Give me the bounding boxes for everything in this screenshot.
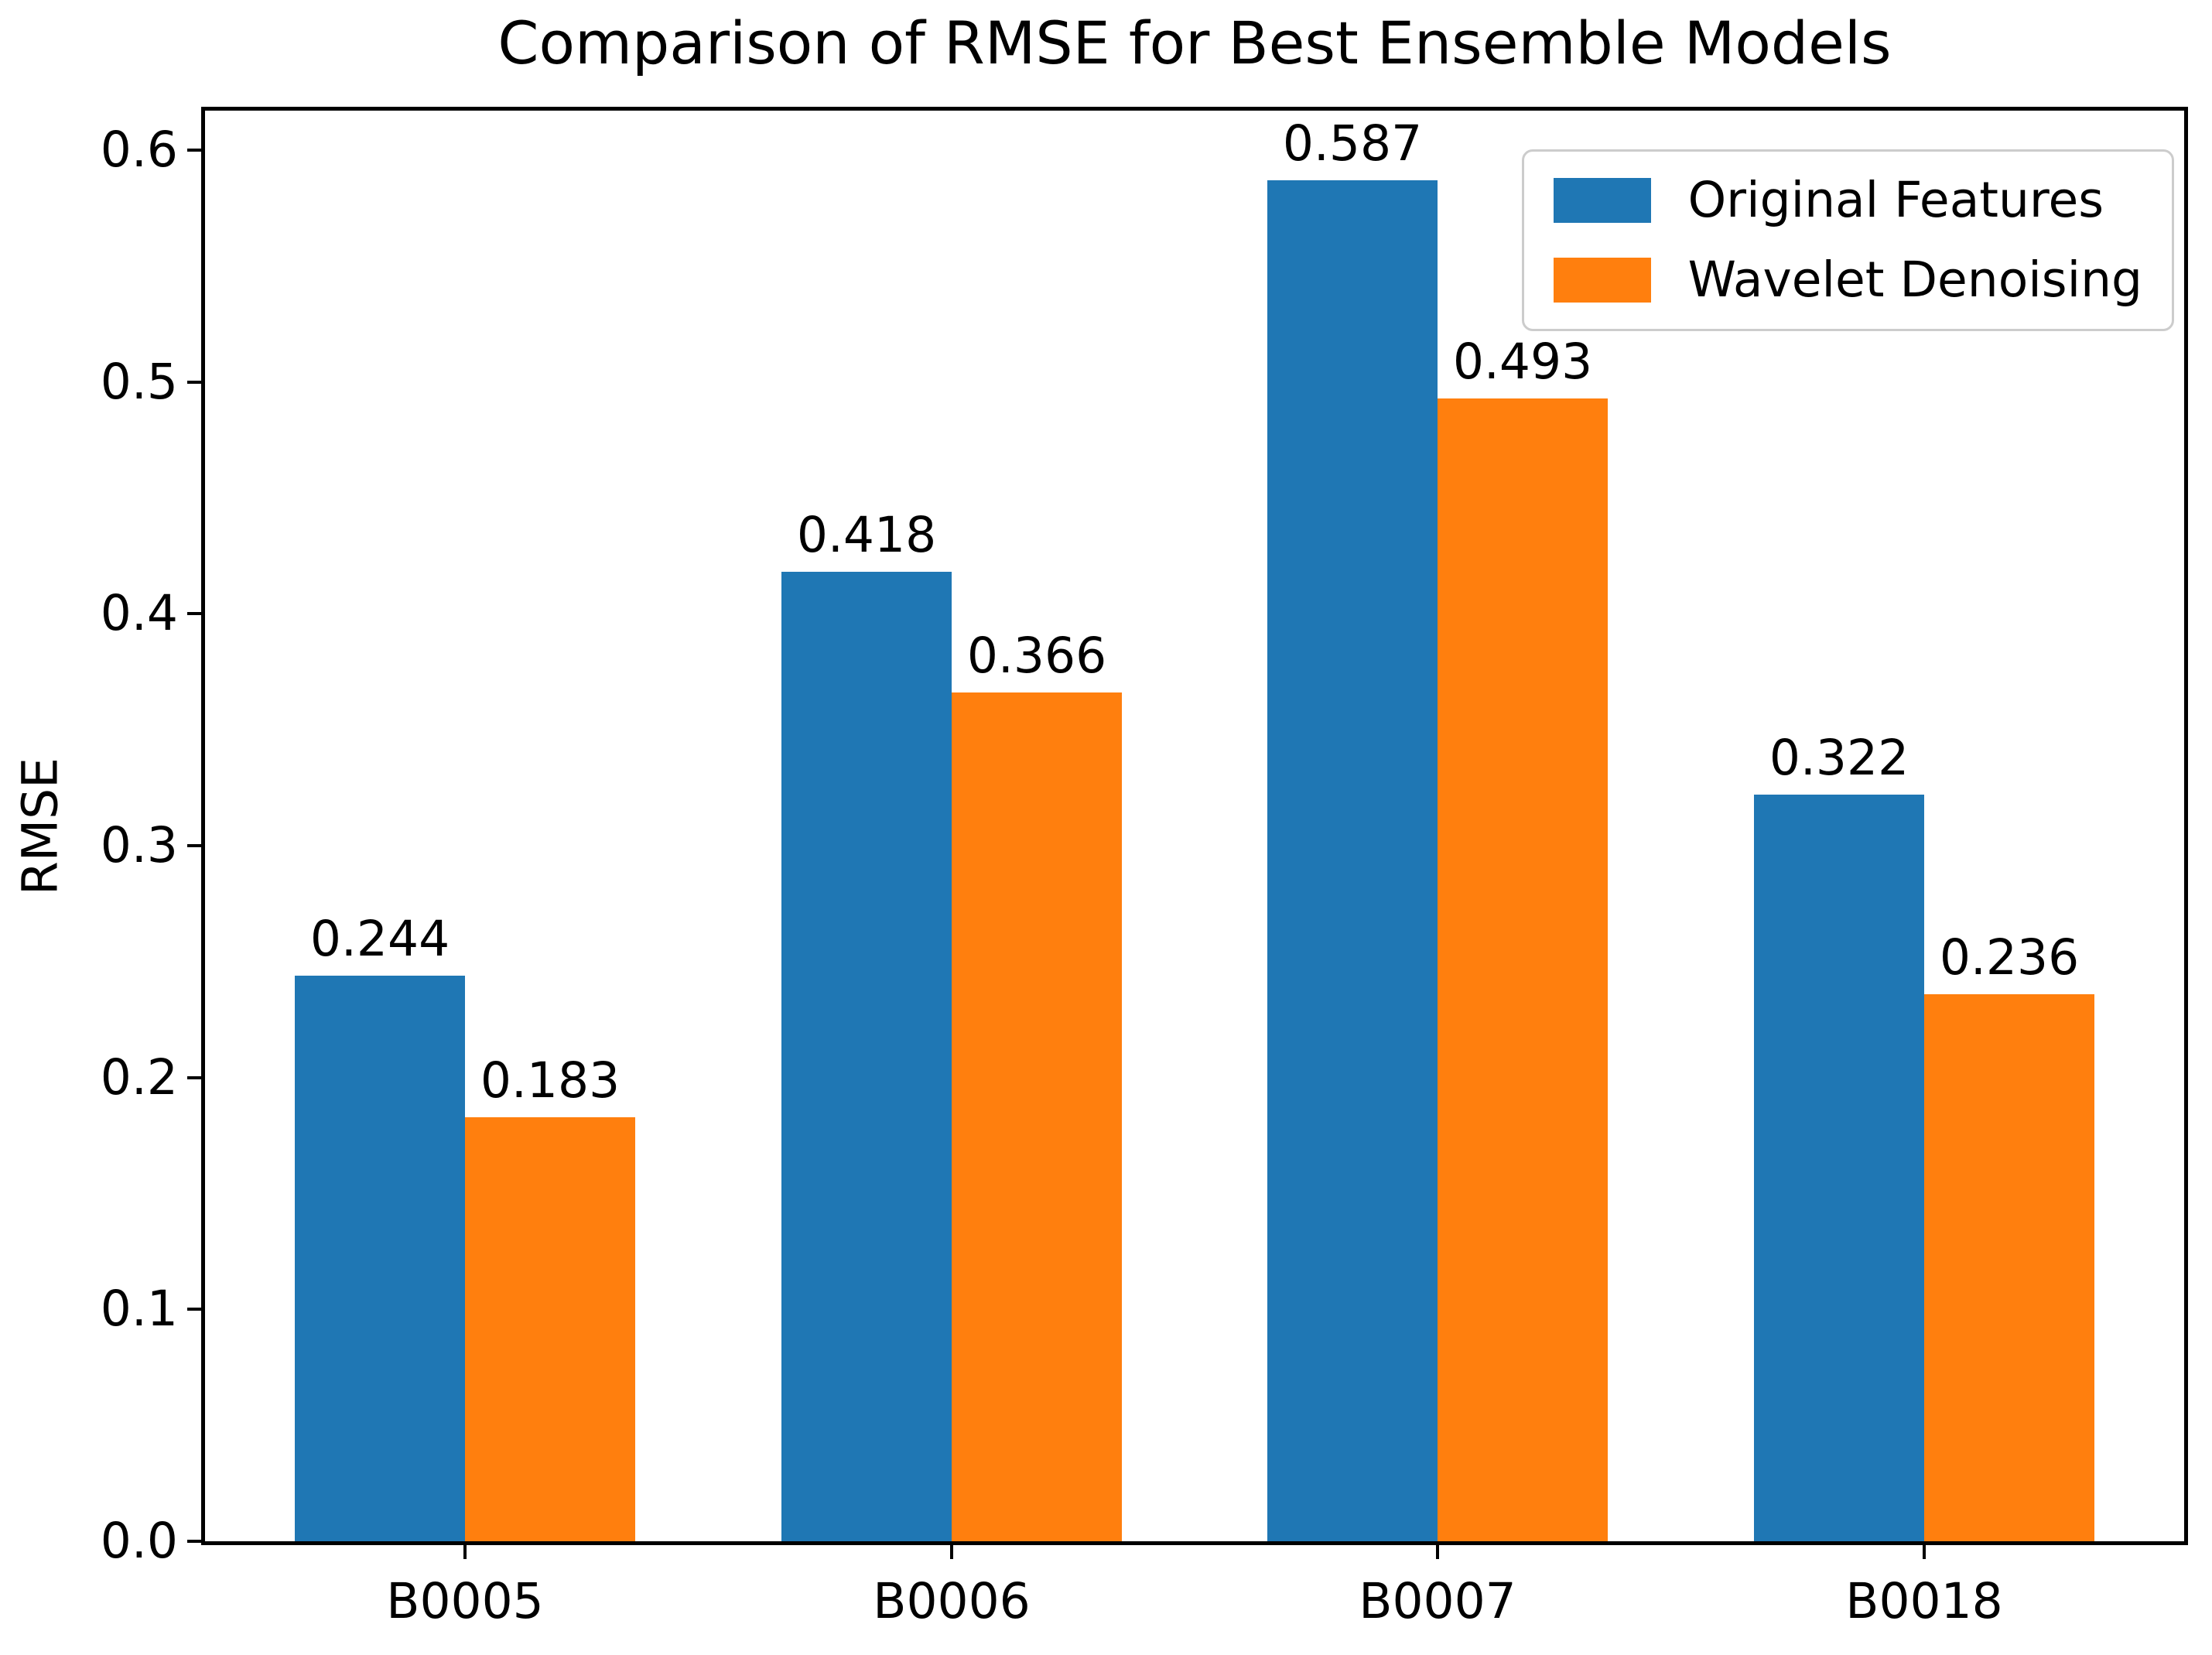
legend-item: Wavelet Denoising — [1553, 251, 2142, 309]
legend-label: Wavelet Denoising — [1687, 251, 2142, 309]
y-axis-tick-mark — [187, 844, 201, 847]
x-axis-tick-mark — [463, 1545, 467, 1559]
bar-value-label: 0.183 — [480, 1051, 621, 1109]
bar-series1-B0006 — [952, 692, 1122, 1541]
legend-swatch-icon — [1553, 177, 1651, 223]
x-axis-tick-label: B0005 — [386, 1573, 544, 1629]
bar-series1-B0007 — [1438, 398, 1608, 1541]
y-axis-tick-mark — [187, 1308, 201, 1311]
bar-value-label: 0.587 — [1282, 115, 1423, 172]
bar-series0-B0007 — [1267, 180, 1438, 1541]
x-axis-tick-label: B0018 — [1845, 1573, 2003, 1629]
bar-series0-B0018 — [1754, 795, 1924, 1541]
y-axis-tick-label: 0.3 — [100, 817, 178, 874]
x-axis-tick-mark — [950, 1545, 953, 1559]
bar-value-label: 0.366 — [966, 627, 1107, 684]
x-axis-tick-label: B0006 — [873, 1573, 1031, 1629]
legend-item: Original Features — [1553, 172, 2142, 228]
chart-title: Comparison of RMSE for Best Ensemble Mod… — [497, 9, 1892, 77]
bar-value-label: 0.322 — [1769, 729, 1909, 786]
y-axis-tick-label: 0.5 — [100, 354, 178, 410]
bar-series0-B0006 — [781, 572, 952, 1541]
y-axis-tick-label: 0.1 — [100, 1281, 178, 1337]
bar-value-label: 0.236 — [1939, 928, 2080, 986]
bar-series0-B0005 — [295, 976, 465, 1541]
bar-value-label: 0.418 — [796, 506, 937, 563]
y-axis-tick-label: 0.6 — [100, 121, 178, 178]
x-axis-tick-label: B0007 — [1359, 1573, 1516, 1629]
y-axis-tick-label: 0.2 — [100, 1049, 178, 1106]
y-axis-tick-label: 0.4 — [100, 585, 178, 641]
y-axis-tick-mark — [187, 612, 201, 615]
legend: Original Features Wavelet Denoising — [1521, 149, 2174, 331]
y-axis-tick-mark — [187, 149, 201, 152]
bar-value-label: 0.493 — [1452, 333, 1593, 390]
y-axis-tick-label: 0.0 — [100, 1513, 178, 1569]
y-axis-tick-mark — [187, 1076, 201, 1079]
y-axis-tick-mark — [187, 1540, 201, 1543]
bar-series1-B0018 — [1924, 994, 2094, 1541]
bar-value-label: 0.244 — [309, 910, 450, 967]
legend-label: Original Features — [1687, 172, 2104, 228]
bar-series1-B0005 — [465, 1117, 635, 1541]
legend-swatch-icon — [1553, 257, 1651, 303]
x-axis-tick-mark — [1436, 1545, 1439, 1559]
y-axis-tick-mark — [187, 381, 201, 384]
x-axis-tick-mark — [1923, 1545, 1926, 1559]
